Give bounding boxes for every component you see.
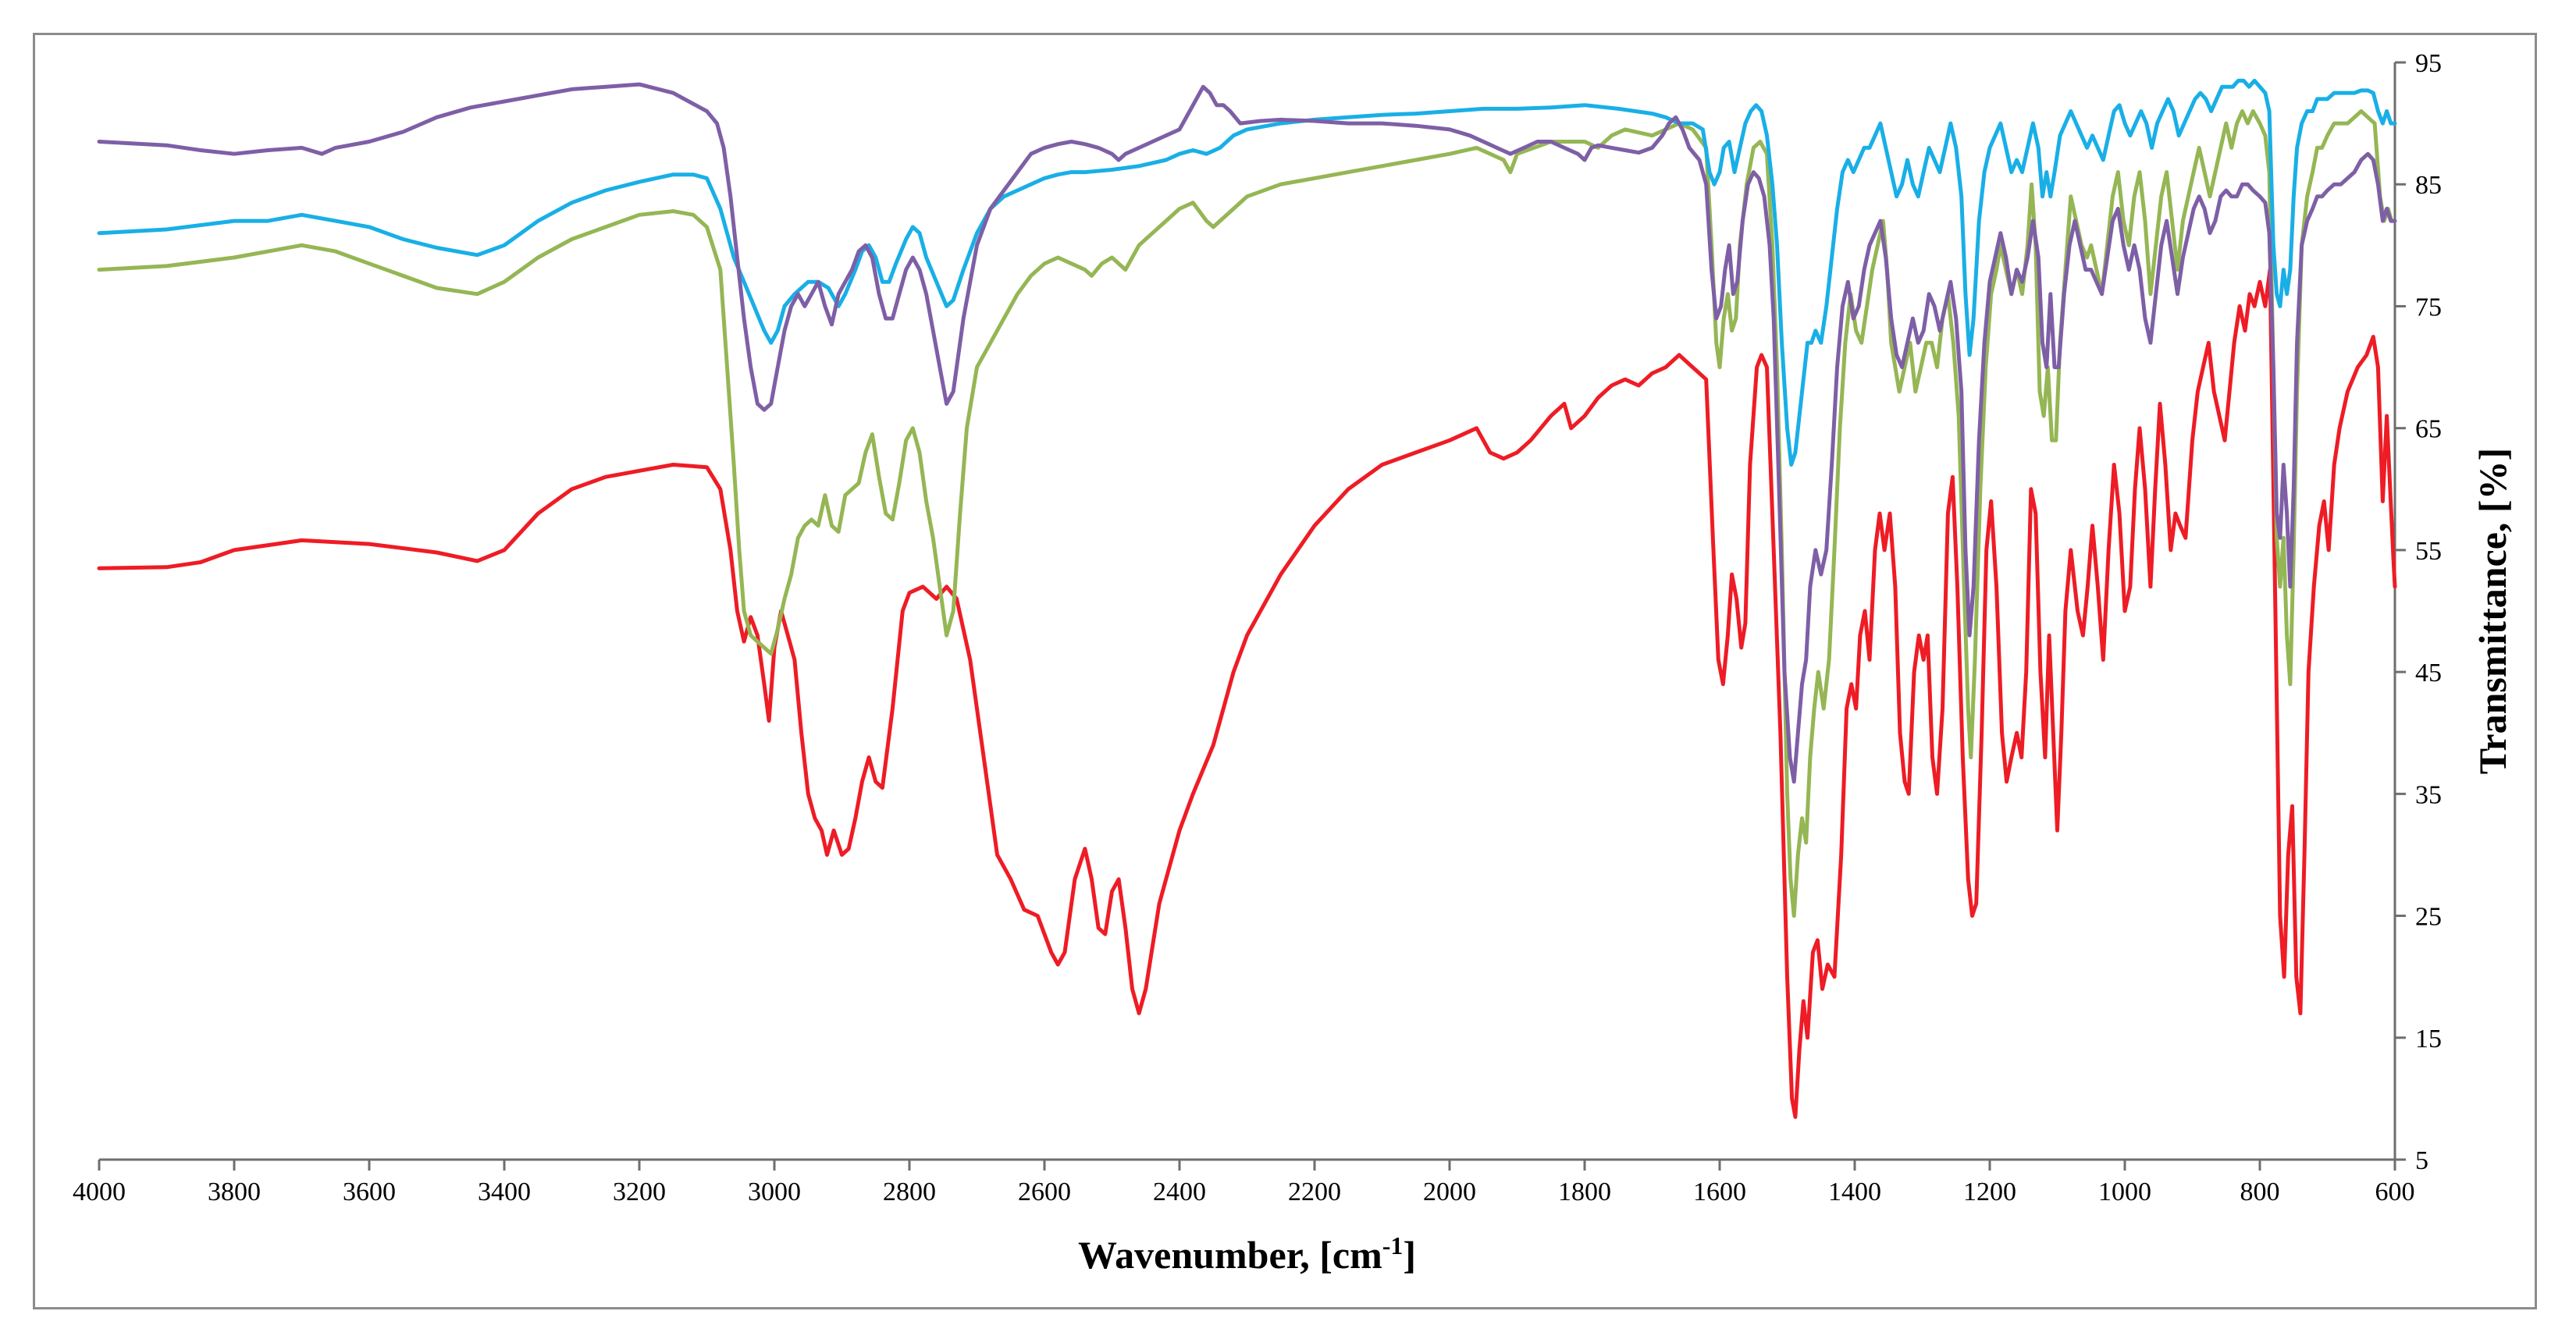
y-tick-label: 55 bbox=[2415, 537, 2442, 566]
x-tick-label: 2000 bbox=[1423, 1178, 1476, 1206]
x-tick-label: 2200 bbox=[1288, 1178, 1341, 1206]
y-tick-label: 45 bbox=[2415, 659, 2442, 687]
x-axis-ticks: 4000 3800 3600 3400 3200 3000 2800 2600 2400 2200… bbox=[73, 1160, 2415, 1206]
y-tick-label: 85 bbox=[2415, 171, 2442, 200]
axes bbox=[99, 62, 2396, 1161]
series-line-4 bbox=[97, 82, 2397, 784]
series-line-2 bbox=[97, 109, 2397, 918]
x-tick-label: 3200 bbox=[613, 1178, 666, 1206]
x-tick-label: 600 bbox=[2375, 1178, 2415, 1206]
x-axis-title-end: ] bbox=[1403, 1233, 1416, 1277]
y-tick-label: 5 bbox=[2415, 1146, 2428, 1175]
y-tick-label: 15 bbox=[2415, 1025, 2442, 1053]
x-tick-label: 1400 bbox=[1828, 1178, 1881, 1206]
y-tick-label: 75 bbox=[2415, 293, 2442, 322]
x-tick-label: 3800 bbox=[208, 1178, 261, 1206]
chart-frame bbox=[33, 33, 2537, 1309]
x-tick-label: 4000 bbox=[73, 1178, 126, 1206]
series-group bbox=[97, 78, 2397, 1119]
y-axis-ticks: 5 15 25 35 45 55 65 75 85 95 bbox=[2395, 49, 2442, 1175]
x-axis-title-main: Wavenumber, [cm bbox=[1078, 1233, 1382, 1277]
x-tick-label: 1600 bbox=[1693, 1178, 1746, 1206]
series-line-3 bbox=[97, 78, 2397, 467]
x-tick-label: 1200 bbox=[1963, 1178, 2016, 1206]
x-tick-label: 2800 bbox=[883, 1178, 936, 1206]
x-tick-label: 2400 bbox=[1153, 1178, 1206, 1206]
y-axis-title: Transmittance, [%] bbox=[2471, 448, 2514, 774]
x-tick-label: 800 bbox=[2240, 1178, 2280, 1206]
series-line-1 bbox=[97, 268, 2397, 1119]
x-axis-title-superscript: -1 bbox=[1382, 1231, 1404, 1260]
x-axis-title: Wavenumber, [cm-1] bbox=[1078, 1231, 1416, 1277]
y-tick-label: 25 bbox=[2415, 903, 2442, 932]
x-tick-label: 3400 bbox=[478, 1178, 531, 1206]
x-tick-label: 1000 bbox=[2098, 1178, 2151, 1206]
y-tick-label: 65 bbox=[2415, 415, 2442, 444]
x-tick-label: 1800 bbox=[1558, 1178, 1611, 1206]
x-tick-label: 3000 bbox=[748, 1178, 801, 1206]
y-tick-label: 35 bbox=[2415, 780, 2442, 809]
x-tick-label: 3600 bbox=[343, 1178, 396, 1206]
y-tick-label: 95 bbox=[2415, 49, 2442, 78]
x-tick-label: 2600 bbox=[1018, 1178, 1071, 1206]
